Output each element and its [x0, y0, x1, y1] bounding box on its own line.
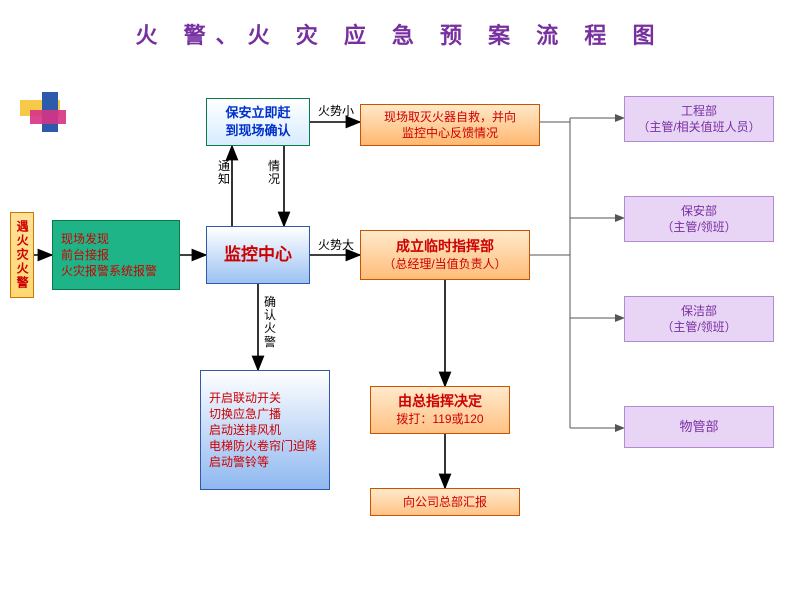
node-actions: 开启联动开关切换应急广播启动送排风机电梯防火卷帘门迫降启动警铃等 [200, 370, 330, 490]
node-actions-line: 启动警铃等 [209, 454, 269, 470]
node-dept2: 保安部（主管/领班） [624, 196, 774, 242]
node-discover-line: 前台接报 [61, 247, 109, 263]
node-center: 监控中心 [206, 226, 310, 284]
node-confirm-line: 到现场确认 [225, 122, 290, 140]
node-decide: 由总指挥决定拨打：119或120 [370, 386, 510, 434]
node-report-line: 向公司总部汇报 [403, 494, 487, 510]
node-small_fire-line: 现场取灭火器自救，并向 [384, 109, 516, 125]
node-actions-line: 开启联动开关 [209, 390, 281, 406]
node-dept4: 物管部 [624, 406, 774, 448]
node-alarm: 遇火灾火警 [10, 212, 34, 298]
node-actions-line: 切换应急广播 [209, 406, 281, 422]
node-dept1-line: 工程部 [681, 103, 717, 119]
node-dept3-line: （主管/领班） [661, 319, 736, 335]
node-actions-line: 启动送排风机 [209, 422, 281, 438]
node-dept3-line: 保洁部 [681, 303, 717, 319]
node-decide-line: 由总指挥决定 [398, 392, 482, 411]
edge-label-notify: 通知 [218, 160, 234, 186]
node-report: 向公司总部汇报 [370, 488, 520, 516]
node-discover-line: 现场发现 [61, 231, 109, 247]
node-small_fire: 现场取灭火器自救，并向监控中心反馈情况 [360, 104, 540, 146]
edge-label-status: 情况 [268, 160, 284, 186]
node-discover: 现场发现前台接报火灾报警系统报警 [52, 220, 180, 290]
page-title: 火 警、火 灾 应 急 预 案 流 程 图 [0, 18, 800, 50]
edge-label-small: 火势小 [318, 102, 354, 119]
edge-label-big: 火势大 [318, 236, 354, 253]
node-dept1-line: （主管/相关值班人员） [637, 119, 760, 135]
node-confirm: 保安立即赶到现场确认 [206, 98, 310, 146]
node-dept3: 保洁部（主管/领班） [624, 296, 774, 342]
node-command-line: 成立临时指挥部 [396, 237, 494, 256]
node-dept4-line: 物管部 [679, 418, 718, 436]
node-decide-line: 拨打：119或120 [396, 411, 483, 427]
node-center-line: 监控中心 [224, 244, 292, 267]
node-dept1: 工程部（主管/相关值班人员） [624, 96, 774, 142]
node-dept2-line: 保安部 [681, 203, 717, 219]
node-discover-line: 火灾报警系统报警 [61, 263, 157, 279]
node-command: 成立临时指挥部（总经理/当值负责人） [360, 230, 530, 280]
edge-label-confirm_alarm: 确认火警 [264, 296, 280, 349]
logo-graphic [20, 92, 90, 136]
node-actions-line: 电梯防火卷帘门迫降 [209, 438, 317, 454]
node-command-line: （总经理/当值负责人） [383, 256, 506, 272]
node-small_fire-line: 监控中心反馈情况 [402, 125, 498, 141]
node-confirm-line: 保安立即赶 [225, 104, 290, 122]
node-dept2-line: （主管/领班） [661, 219, 736, 235]
